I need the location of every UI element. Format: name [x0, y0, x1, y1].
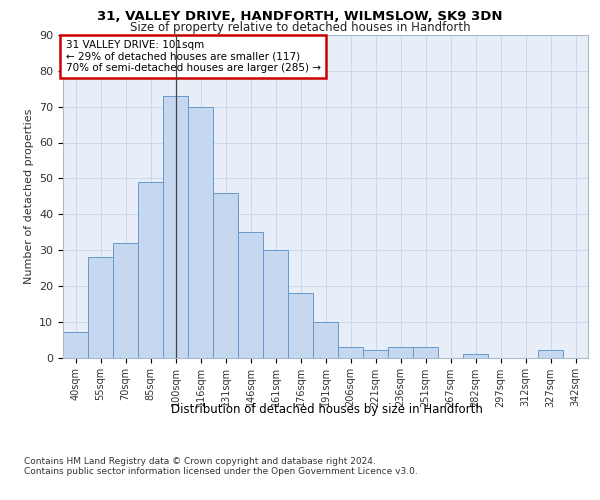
- Bar: [88, 257, 113, 358]
- Text: Contains HM Land Registry data © Crown copyright and database right 2024.: Contains HM Land Registry data © Crown c…: [24, 458, 376, 466]
- Text: 31, VALLEY DRIVE, HANDFORTH, WILMSLOW, SK9 3DN: 31, VALLEY DRIVE, HANDFORTH, WILMSLOW, S…: [97, 10, 503, 23]
- Bar: [538, 350, 563, 358]
- Text: Contains public sector information licensed under the Open Government Licence v3: Contains public sector information licen…: [24, 468, 418, 476]
- Bar: [63, 332, 88, 357]
- Bar: [413, 347, 438, 358]
- Bar: [188, 106, 213, 358]
- Bar: [388, 347, 413, 358]
- Bar: [263, 250, 288, 358]
- Bar: [338, 347, 363, 358]
- Bar: [163, 96, 188, 357]
- Bar: [313, 322, 338, 358]
- Bar: [213, 192, 238, 358]
- Text: 31 VALLEY DRIVE: 101sqm
← 29% of detached houses are smaller (117)
70% of semi-d: 31 VALLEY DRIVE: 101sqm ← 29% of detache…: [65, 40, 320, 73]
- Bar: [113, 243, 138, 358]
- Bar: [138, 182, 163, 358]
- Y-axis label: Number of detached properties: Number of detached properties: [23, 108, 34, 284]
- Bar: [363, 350, 388, 358]
- Text: Size of property relative to detached houses in Handforth: Size of property relative to detached ho…: [130, 21, 470, 34]
- Bar: [288, 293, 313, 358]
- Bar: [463, 354, 488, 358]
- Bar: [238, 232, 263, 358]
- Text: Distribution of detached houses by size in Handforth: Distribution of detached houses by size …: [171, 402, 483, 415]
